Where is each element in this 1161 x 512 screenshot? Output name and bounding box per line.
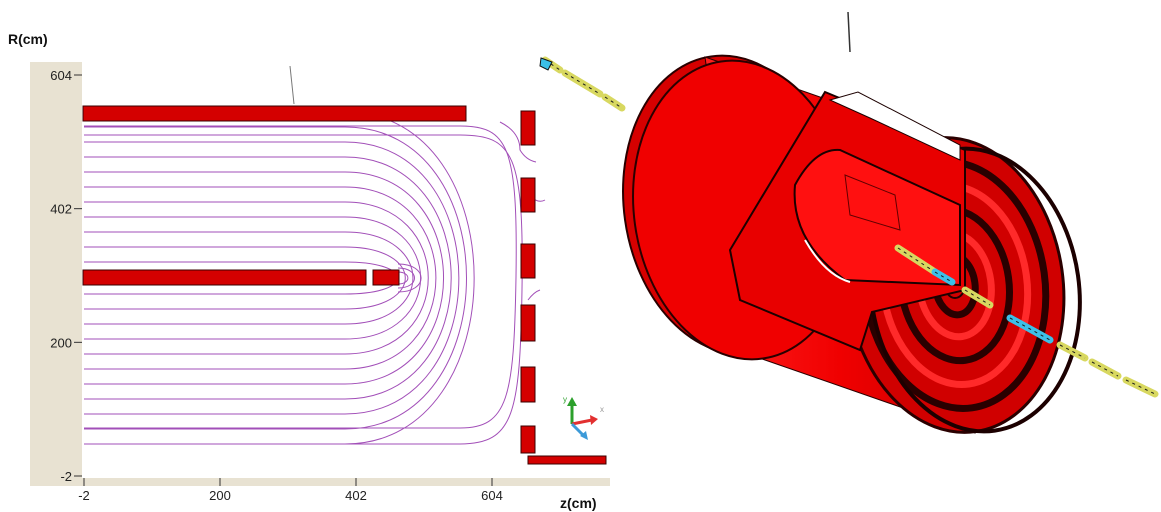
beamline-segment [561,69,604,98]
inner-coil-end [372,269,400,286]
beamline [539,56,1159,398]
svg-text:y: y [563,395,567,404]
field-line [84,171,445,385]
field-line [84,111,475,445]
axes-triad-icon: y x [563,395,604,440]
y-tick-label: -2 [60,469,72,484]
endcap-segment-3 [520,243,536,279]
y-axis-band [30,62,82,480]
cutaway-window [828,91,961,161]
x-tick-label: 200 [209,488,231,503]
x-tick-label: 402 [345,488,367,503]
ring-gap [629,299,673,361]
svg-text:x: x [600,405,604,414]
field-line [84,231,414,325]
field-line [397,263,422,293]
field-line [84,126,467,430]
field-line [84,186,437,370]
x-axis-ticks: -2 200 402 604 [78,478,503,503]
beamline-detail [897,247,936,273]
y-tick-label: 402 [50,202,72,217]
y-axis-title: R(cm) [8,31,48,47]
inner-coil [82,269,367,286]
beamline-detail [544,59,561,71]
field-line [84,125,517,429]
field-map-panel: R(cm) z(cm) 604 402 200 -2 -2 200 402 604 y [8,31,610,511]
beamline-detail [1059,344,1086,359]
beamline-end-cap [539,57,553,71]
beamline-detail [1125,379,1156,395]
field-line [527,289,541,301]
endcap-segment-4 [520,304,536,342]
endcap-base-plate [527,455,607,465]
field-line [84,201,429,355]
x-tick-label: -2 [78,488,90,503]
field-line [84,134,523,445]
ring-gap [626,67,657,131]
beamline-detail [1009,317,1051,341]
field-line [84,246,406,310]
beamline-detail [964,289,991,306]
inner-cutout-edge [844,174,901,231]
field-line [499,121,537,163]
field-line [397,267,415,289]
field-line [397,271,409,285]
y-axis-ticks: 604 402 200 -2 [50,68,82,484]
beamline-detail [1091,361,1119,377]
y-tick-label: 604 [50,68,72,83]
endcap-segment-1 [520,110,536,146]
beamline-detail [604,96,623,109]
support-wire [289,65,295,105]
endcap-segment-5 [520,366,536,403]
x-tick-label: 604 [481,488,503,503]
conductors [82,105,607,465]
endcap-segment-6 [520,425,536,454]
outer-coil [82,105,467,122]
beamline-detail [934,271,953,283]
endcap-segment-2 [520,177,536,213]
x-axis-band [30,478,610,486]
y-tick-label: 200 [50,335,72,350]
detector-3d-render [539,11,1159,434]
x-axis-title: z(cm) [560,495,597,511]
inner-cylinder-highlight [804,239,851,283]
support-rod [847,11,851,53]
